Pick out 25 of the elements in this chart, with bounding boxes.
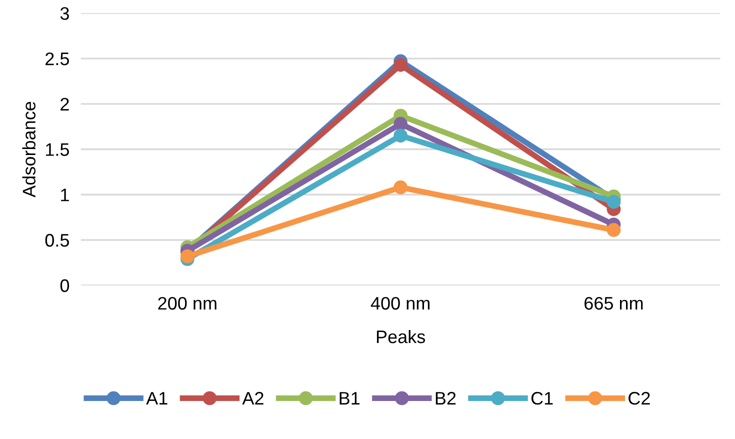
x-tick-label: 665 nm (584, 296, 643, 310)
legend-label: B2 (436, 392, 456, 405)
y-tick-label: 0.5 (45, 234, 69, 247)
legend-label: A2 (242, 392, 264, 405)
y-tick-label: 3 (60, 7, 69, 20)
point (394, 180, 408, 194)
y-tick-label: 2 (60, 98, 69, 110)
y-tick-label: 1 (61, 188, 69, 202)
y-axis-title: Adsorbance (22, 102, 36, 198)
legend-label: C2 (628, 392, 650, 405)
x-axis-title: Peaks (376, 330, 426, 344)
x-tick-label: 200 nm (158, 296, 216, 310)
point (606, 223, 621, 237)
legend-label: C1 (531, 392, 553, 405)
y-tick-label: 0 (60, 279, 70, 292)
point (394, 58, 408, 72)
legend-label: A1 (146, 392, 168, 405)
y-tick-label: 2.5 (46, 52, 69, 66)
y-tick-label: 1.5 (46, 143, 69, 156)
point (394, 116, 408, 131)
point (180, 249, 194, 264)
point (394, 128, 408, 143)
legend-label: B1 (340, 392, 360, 405)
point (606, 194, 621, 209)
x-tick-label: 400 nm (370, 296, 430, 310)
